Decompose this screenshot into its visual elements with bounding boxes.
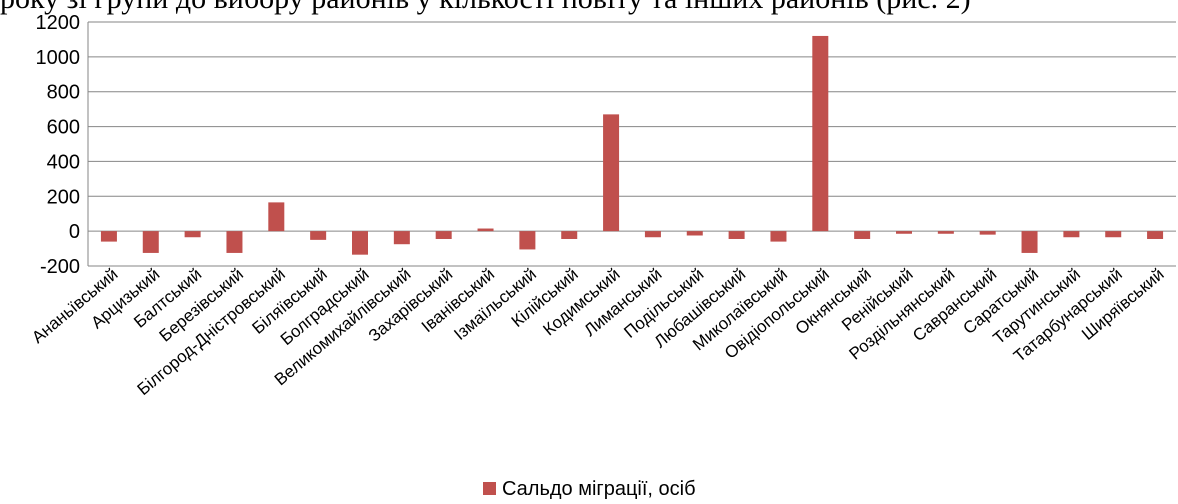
y-tick-label: 1000: [36, 47, 81, 69]
bars: [100, 35, 1164, 255]
x-axis-category-labels: АнаньївськийАрцизькийБалтськийБерезівськ…: [28, 265, 1167, 400]
bar: [686, 231, 703, 236]
bar: [937, 231, 954, 234]
bar: [477, 228, 494, 232]
y-tick-label: 1200: [36, 12, 81, 34]
bar: [100, 231, 117, 242]
bar: [1105, 231, 1122, 238]
y-tick-label: 400: [47, 151, 80, 173]
bar: [268, 202, 285, 232]
bar: [435, 231, 452, 239]
page-header-text: року зі групи до вибору районів у кілько…: [0, 0, 1178, 19]
y-axis-tick-labels: -200 0 200 400 600 800 1000 1200: [36, 12, 81, 278]
y-tick-label: 800: [47, 82, 80, 104]
bar: [310, 231, 327, 240]
legend-swatch: [483, 482, 496, 495]
bar: [603, 114, 620, 232]
bar: [770, 231, 787, 242]
bar: [352, 231, 368, 255]
y-tick-label: 200: [47, 186, 80, 208]
legend: Сальдо міграції, осіб: [483, 478, 696, 500]
grid-lines: [88, 21, 1176, 232]
bar: [393, 231, 410, 245]
bar: [561, 231, 578, 239]
axes: [87, 22, 1176, 267]
bar: [644, 231, 661, 238]
legend-label: Сальдо міграції, осіб: [502, 478, 696, 500]
bar: [1147, 231, 1164, 239]
bar: [812, 35, 829, 232]
y-tick-label: 600: [47, 117, 80, 139]
bar: [1063, 231, 1080, 238]
bar: [728, 231, 745, 239]
y-tick-label: -200: [40, 256, 80, 278]
y-tick-label: 0: [69, 221, 80, 243]
bar: [979, 231, 996, 235]
bar: [142, 231, 159, 253]
bar: [226, 231, 243, 253]
bar: [854, 231, 871, 239]
bar: [519, 231, 536, 250]
bar: [1021, 231, 1038, 253]
bar: [896, 231, 912, 234]
bar: [184, 231, 201, 238]
